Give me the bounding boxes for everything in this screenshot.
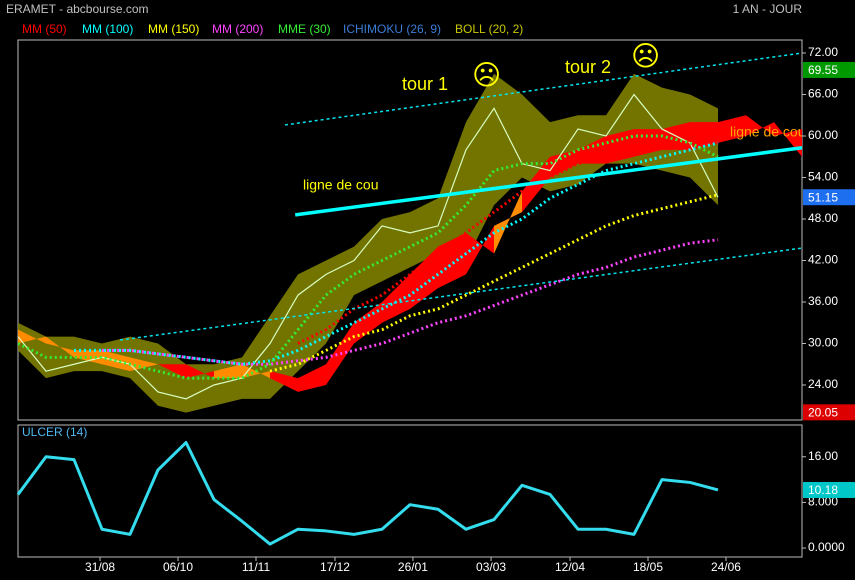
- y-tick-label: 42.00: [808, 253, 838, 267]
- x-tick-label: 12/04: [555, 560, 585, 574]
- panel-label: ULCER (14): [22, 425, 87, 439]
- annotation: ☹: [631, 40, 660, 71]
- chart-title: ERAMET - abcbourse.com: [6, 2, 149, 16]
- ichimoku-cloud: [74, 350, 102, 365]
- ichimoku-cloud: [410, 246, 438, 309]
- ichimoku-cloud: [270, 371, 298, 392]
- trend-line: [119, 247, 802, 341]
- y-tick-label: 72.00: [808, 45, 838, 59]
- moving-average: [18, 134, 719, 380]
- price-flag-label: 69.55: [808, 63, 838, 77]
- legend-entry: ICHIMOKU (26, 9): [343, 22, 441, 36]
- ichimoku-cloud: [718, 115, 746, 143]
- ichimoku-cloud: [186, 364, 214, 379]
- x-tick-label: 24/06: [711, 560, 741, 574]
- annotation: tour 2: [565, 57, 611, 77]
- y-tick-label: 0.0000: [808, 540, 845, 554]
- x-tick-label: 06/10: [163, 560, 193, 574]
- ichimoku-cloud: [550, 149, 578, 178]
- price-flag-label: 20.05: [808, 405, 838, 419]
- y-tick-label: 24.00: [808, 377, 838, 391]
- y-tick-label: 30.00: [808, 336, 838, 350]
- y-tick-label: 16.00: [808, 449, 838, 463]
- annotation: ligne de cou: [303, 177, 379, 193]
- ichimoku-cloud: [746, 115, 774, 137]
- price-line: [18, 93, 719, 400]
- price-flag: [803, 61, 855, 78]
- x-tick-label: 03/03: [476, 560, 506, 574]
- ichimoku-cloud: [18, 329, 46, 344]
- moving-average: [74, 141, 719, 366]
- legend-entry: MME (30): [278, 22, 331, 36]
- ichimoku-cloud: [578, 136, 606, 164]
- ichimoku-cloud: [46, 336, 74, 358]
- y-tick-label: 48.00: [808, 211, 838, 225]
- legend-entry: BOLL (20, 2): [455, 22, 523, 36]
- ichimoku-cloud: [354, 302, 382, 344]
- annotation: ☹: [472, 59, 501, 90]
- price-flag-label: 51.15: [808, 190, 838, 204]
- ichimoku-cloud: [214, 364, 242, 379]
- ulcer-line: [16, 441, 719, 546]
- legend-entry: MM (150): [148, 22, 199, 36]
- annotation: tour 1: [402, 74, 448, 94]
- ichimoku-cloud: [298, 364, 326, 392]
- ichimoku-cloud: [158, 364, 186, 379]
- ichimoku-cloud: [382, 274, 410, 323]
- legend-entry: MM (200): [212, 22, 263, 36]
- x-tick-label: 18/05: [633, 560, 663, 574]
- moving-average: [297, 141, 718, 345]
- main-plot: tour 1 ☹ tour 2 ☹ ligne de cou ligne de cou: [18, 40, 806, 413]
- price-flag-label: 10.18: [808, 483, 838, 497]
- trend-line: [284, 52, 802, 126]
- y-tick-label: 54.00: [808, 170, 838, 184]
- ulcer-panel: [17, 424, 803, 558]
- ichimoku-cloud: [326, 322, 354, 386]
- x-tick-label: 17/12: [320, 560, 350, 574]
- trend-line: [294, 146, 802, 217]
- price-flag: [803, 189, 855, 206]
- price-flag: [803, 404, 855, 421]
- ichimoku-cloud: [494, 191, 522, 254]
- legend-entry: MM (100): [82, 22, 133, 36]
- chart-subtitle: 1 AN - JOUR: [733, 2, 803, 16]
- ichimoku-cloud: [130, 357, 158, 372]
- moving-average: [269, 193, 719, 373]
- x-tick-label: 26/01: [398, 560, 428, 574]
- legend-entry: MM (50): [22, 22, 67, 36]
- ichimoku-cloud: [466, 225, 494, 275]
- y-tick-label: 60.00: [808, 128, 838, 142]
- y-tick-label: 66.00: [808, 87, 838, 101]
- x-tick-label: 31/08: [85, 560, 115, 574]
- y-tick-label: 36.00: [808, 294, 838, 308]
- main-panel: [17, 39, 803, 421]
- y-tick-label: 8.000: [808, 495, 838, 509]
- x-tick-label: 11/11: [242, 560, 271, 574]
- price-flag: [803, 481, 855, 498]
- annotation: ligne de cou: [730, 124, 806, 140]
